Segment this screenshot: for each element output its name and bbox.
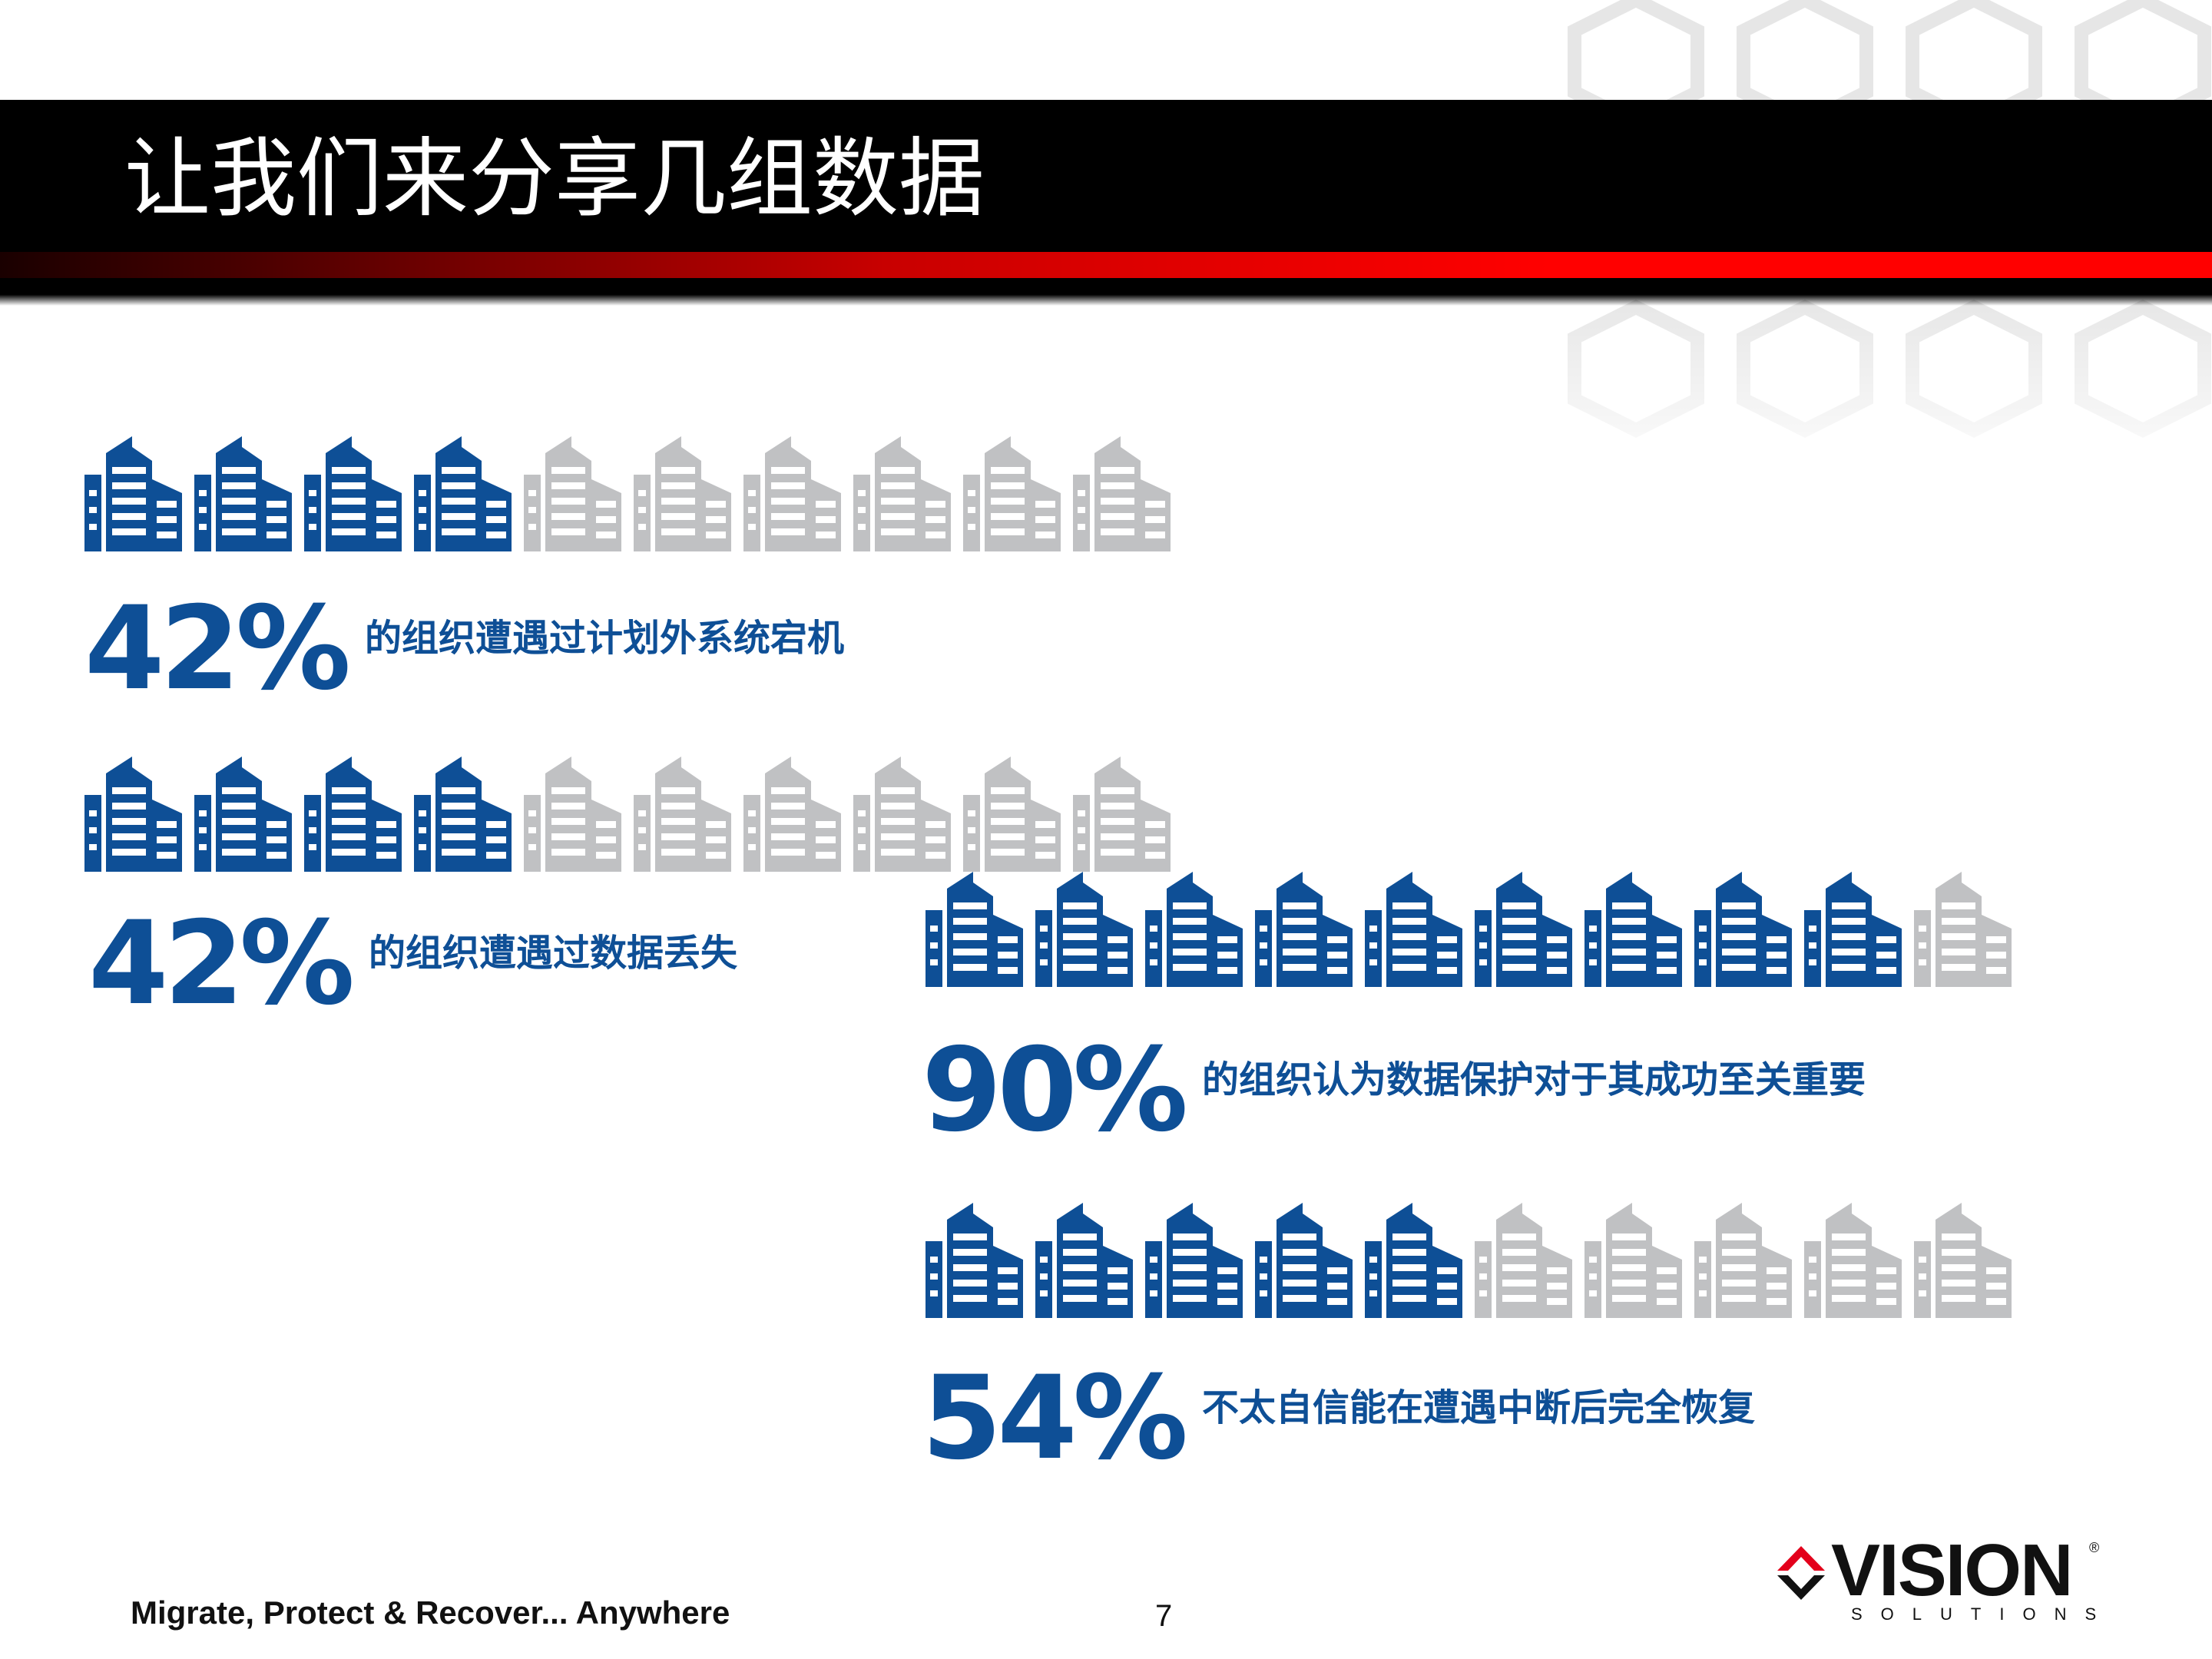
diamond-arrows-icon	[1777, 1546, 1825, 1600]
stat-percent: 42%	[84, 582, 351, 716]
building-icon-filled	[194, 436, 292, 551]
building-icon-filled	[1035, 872, 1133, 987]
building-icon-filled	[1145, 872, 1243, 987]
building-icon-filled	[194, 757, 292, 872]
building-icon-row	[926, 1203, 2012, 1318]
building-icon-filled	[1694, 872, 1792, 987]
building-icon-empty	[1914, 1203, 2012, 1318]
building-icon-filled	[926, 1203, 1023, 1318]
stat-block: 90% 的组织认为数据保护对于其成功至关重要	[922, 1033, 1866, 1148]
logo-subtext: SOLUTIONS	[1851, 1604, 2115, 1624]
building-icon-filled	[1804, 872, 1902, 987]
building-icon-empty	[1694, 1203, 1792, 1318]
building-icon-row	[84, 436, 1171, 551]
building-icon-empty	[634, 436, 731, 551]
building-icon-row	[84, 757, 1171, 872]
stat-description: 的组织遭遇过计划外系统宕机	[365, 617, 845, 660]
building-icon-row	[926, 872, 2012, 987]
title-bar: 让我们来分享几组数据	[0, 100, 2212, 257]
vision-solutions-logo: VISION ® SOLUTIONS	[1774, 1534, 2100, 1632]
building-icon-empty	[963, 436, 1061, 551]
building-icon-filled	[1475, 872, 1572, 987]
building-icon-filled	[1365, 872, 1462, 987]
red-accent-stripe	[0, 252, 2212, 278]
building-icon-empty	[1073, 757, 1171, 872]
stat-description: 不太自信能在遭遇中断后完全恢复	[1202, 1386, 1756, 1429]
building-icon-filled	[1584, 872, 1682, 987]
building-icon-filled	[1255, 872, 1353, 987]
slide-title: 让我们来分享几组数据	[124, 129, 985, 229]
page-number: 7	[1155, 1599, 1173, 1633]
logo-registered-mark: ®	[2089, 1540, 2100, 1555]
building-icon-empty	[853, 757, 951, 872]
building-icon-empty	[524, 757, 621, 872]
logo-wordmark: VISION	[1831, 1529, 2073, 1611]
building-icon-empty	[1584, 1203, 1682, 1318]
building-icon-empty	[524, 436, 621, 551]
building-icon-filled	[1365, 1203, 1462, 1318]
building-icon-empty	[853, 436, 951, 551]
building-icon-filled	[926, 872, 1023, 987]
stat-block: 42% 的组织遭遇过数据丢失	[88, 906, 737, 1022]
building-icon-filled	[414, 436, 512, 551]
building-icon-filled	[1145, 1203, 1243, 1318]
stat-percent: 42%	[88, 897, 355, 1031]
stat-percent: 54%	[922, 1352, 1188, 1485]
building-icon-empty	[743, 757, 841, 872]
stat-percent: 90%	[922, 1024, 1188, 1157]
building-icon-empty	[743, 436, 841, 551]
stat-block: 54% 不太自信能在遭遇中断后完全恢复	[922, 1361, 1755, 1476]
building-icon-filled	[304, 436, 402, 551]
stat-block: 42% 的组织遭遇过计划外系统宕机	[84, 591, 844, 707]
building-icon-empty	[634, 757, 731, 872]
stat-description: 的组织认为数据保护对于其成功至关重要	[1202, 1058, 1866, 1101]
building-icon-filled	[414, 757, 512, 872]
title-shadow	[0, 278, 2212, 306]
building-icon-empty	[1073, 436, 1171, 551]
building-icon-filled	[84, 757, 182, 872]
footer-tagline: Migrate, Protect & Recover... Anywhere	[131, 1594, 730, 1631]
building-icon-empty	[1475, 1203, 1572, 1318]
building-icon-empty	[1914, 872, 2012, 987]
building-icon-empty	[1804, 1203, 1902, 1318]
building-icon-empty	[963, 757, 1061, 872]
building-icon-filled	[84, 436, 182, 551]
building-icon-filled	[1035, 1203, 1133, 1318]
building-icon-filled	[304, 757, 402, 872]
stat-description: 的组织遭遇过数据丢失	[369, 932, 738, 975]
building-icon-filled	[1255, 1203, 1353, 1318]
